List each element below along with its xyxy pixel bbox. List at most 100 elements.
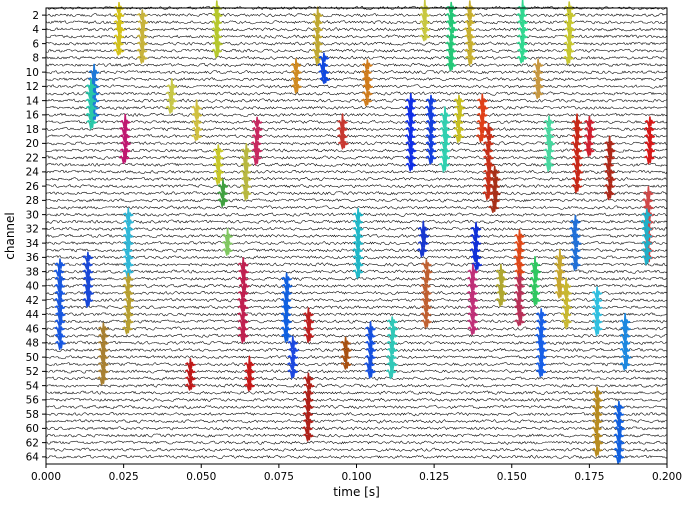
spike-event-34-ch-27 [490,185,501,201]
spike-event-44-ch-36 [554,248,566,266]
spike-event-52-ch-46 [467,321,479,336]
spike-event-23-ch-14 [453,94,465,106]
spike-event-22-ch-17 [439,115,451,129]
spike-event-0-ch-5 [113,28,125,44]
spike-event-45-ch-36 [570,249,582,265]
spike-event-60-ch-47 [364,330,376,341]
spike-event-59-ch-46 [302,323,314,334]
x-tick-label-8: 0.200 [652,471,682,483]
y-tick-label-30: 62 [26,437,39,449]
spike-event-5-ch-5 [445,30,457,42]
spike-event-53-ch-41 [496,285,508,301]
spike-event-61-ch-50 [385,349,397,365]
spike-event-50-ch-41 [281,284,292,301]
spike-event-25-ch-26 [483,178,494,193]
spike-event-28-ch-18 [584,121,596,137]
y-tick-label-21: 44 [26,309,40,321]
spike-event-34-ch-26 [489,178,501,193]
channel-trace-39 [45,276,668,281]
spike-event-1-ch-7 [136,43,148,58]
spike-event-61-ch-51 [386,357,398,371]
spike-event-36-ch-31 [640,214,652,229]
spike-event-38-ch-33 [122,227,134,244]
y-tick-label-17: 36 [26,252,40,264]
spike-event-38-ch-34 [122,234,134,251]
spike-event-45-ch-33 [569,228,581,243]
spike-event-39-ch-34 [221,235,233,251]
spike-event-50-ch-45 [281,315,292,327]
spike-event-33-ch-26 [217,179,229,193]
spike-event-56-ch-41 [561,286,572,299]
spike-event-31-ch-25 [212,172,224,185]
channel-trace-58 [45,412,668,417]
spike-event-32-ch-26 [240,178,252,194]
spike-event-67-ch-55 [302,385,314,400]
spike-event-55-ch-44 [535,308,547,321]
spike-event-31-ch-24 [213,164,225,179]
spike-event-54-ch-39 [514,273,525,284]
spike-event-13-ch-15 [85,99,97,116]
spike-event-9-ch-10 [318,64,330,79]
spike-event-66-ch-51 [243,355,255,373]
spike-event-49-ch-41 [237,286,249,299]
spike-event-47-ch-39 [82,271,94,286]
spike-event-23-ch-19 [453,128,465,143]
x-axis-label: time [s] [333,485,380,499]
spike-event-45-ch-34 [570,237,582,249]
spike-event-53-ch-39 [496,272,508,285]
x-tick-label-0: 0.000 [31,471,61,483]
y-tick-label-0: 2 [32,10,39,22]
spike-event-30-ch-17 [644,116,656,128]
spike-event-43-ch-38 [530,262,542,280]
spike-event-3-ch-2 [312,6,324,23]
spike-event-52-ch-38 [467,263,479,279]
spike-event-57-ch-41 [591,286,603,299]
spike-event-6-ch-5 [464,30,476,43]
spike-event-16-ch-15 [191,99,202,116]
spike-event-14-ch-10 [532,65,544,78]
spike-event-22-ch-21 [439,142,451,158]
spike-event-49-ch-43 [237,301,249,313]
spike-event-4-ch-3 [419,16,431,28]
spike-event-67-ch-61 [302,428,314,442]
spike-event-62-ch-53 [97,371,108,386]
spike-event-28-ch-21 [583,143,595,157]
spike-event-39-ch-33 [222,227,233,244]
spike-event-25-ch-23 [483,157,495,172]
spike-event-56-ch-42 [560,294,572,305]
spike-event-10-ch-9 [290,58,302,72]
spike-event-21-ch-19 [425,130,437,142]
spike-event-11-ch-13 [361,87,373,99]
spike-event-49-ch-44 [237,307,249,321]
spike-event-21-ch-16 [425,108,437,121]
spike-event-37-ch-32 [352,222,364,236]
spike-event-54-ch-44 [515,307,526,321]
channel-trace-56 [45,397,668,402]
spike-event-29-ch-24 [604,165,615,178]
spike-event-63-ch-51 [340,358,352,370]
spike-event-46-ch-45 [54,316,66,327]
spike-event-11-ch-14 [361,94,373,107]
spike-event-64-ch-50 [287,349,299,364]
spike-event-46-ch-38 [53,265,65,277]
channel-trace-28 [45,198,668,203]
spike-event-20-ch-23 [405,157,417,172]
spike-event-27-ch-21 [571,144,583,156]
spike-event-35-ch-27 [642,186,654,200]
spike-event-21-ch-22 [425,150,437,165]
spike-event-54-ch-42 [513,292,525,308]
channel-trace-49 [45,347,668,352]
spike-event-57-ch-44 [591,307,603,321]
y-tick-label-31: 64 [26,452,40,464]
spike-event-5-ch-7 [445,42,457,59]
spike-event-56-ch-44 [560,308,572,320]
spike-event-30-ch-20 [644,137,656,149]
x-tick-label-7: 0.175 [574,471,604,483]
spike-event-24-ch-18 [476,123,488,135]
spike-event-15-ch-12 [166,78,178,94]
spike-event-59-ch-45 [303,313,315,329]
spike-event-47-ch-36 [82,251,94,263]
spike-event-25-ch-24 [483,163,494,180]
spike-event-49-ch-39 [237,272,249,285]
spike-event-26-ch-18 [543,122,555,135]
